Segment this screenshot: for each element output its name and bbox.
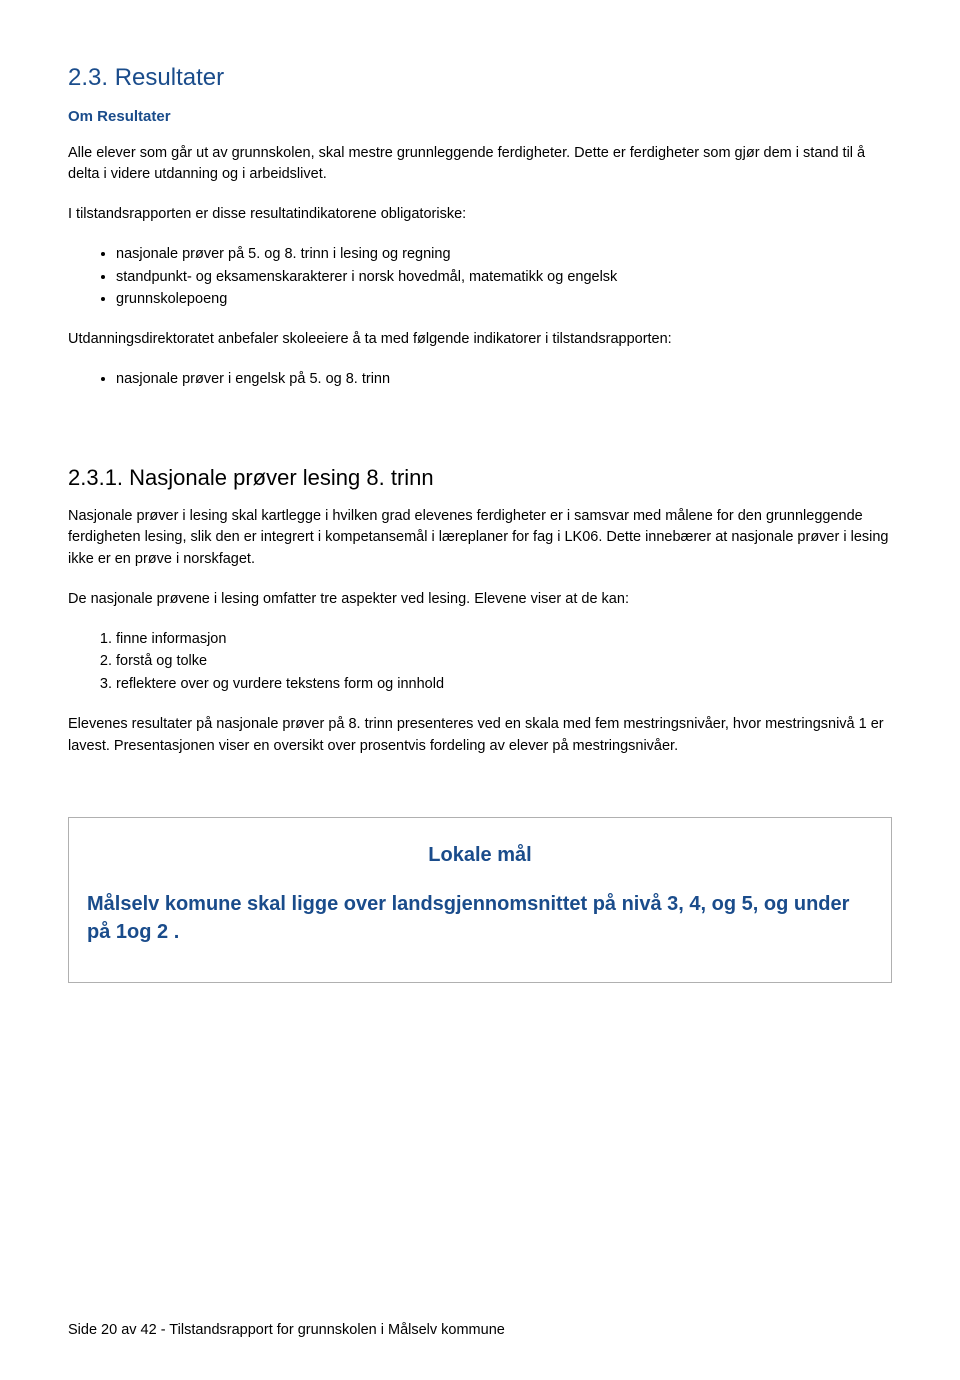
paragraph: Utdanningsdirektoratet anbefaler skoleei… [68, 329, 892, 351]
paragraph: Nasjonale prøver i lesing skal kartlegge… [68, 506, 892, 571]
paragraph: Alle elever som går ut av grunnskolen, s… [68, 143, 892, 187]
section-title: Resultater [115, 64, 224, 91]
paragraph: Elevenes resultater på nasjonale prøver … [68, 714, 892, 758]
list-item: grunnskolepoeng [116, 289, 892, 311]
subsection-heading: 2.3.1. Nasjonale prøver lesing 8. trinn [68, 461, 892, 494]
list-item: nasjonale prøver i engelsk på 5. og 8. t… [116, 369, 892, 391]
section-heading: 2.3. Resultater [68, 60, 892, 96]
numbered-list: finne informasjon forstå og tolke reflek… [68, 629, 892, 696]
list-item: reflektere over og vurdere tekstens form… [116, 674, 892, 696]
section-subhead: Om Resultater [68, 106, 892, 129]
goal-box-text: Målselv komune skal ligge over landsgjen… [87, 890, 873, 946]
list-item: forstå og tolke [116, 651, 892, 673]
paragraph: I tilstandsrapporten er disse resultatin… [68, 204, 892, 226]
list-item: standpunkt- og eksamenskarakterer i nors… [116, 267, 892, 289]
bullet-list: nasjonale prøver i engelsk på 5. og 8. t… [68, 369, 892, 391]
bullet-list: nasjonale prøver på 5. og 8. trinn i les… [68, 244, 892, 311]
list-item: finne informasjon [116, 629, 892, 651]
subsection-title: Nasjonale prøver lesing 8. trinn [129, 465, 433, 490]
list-item: nasjonale prøver på 5. og 8. trinn i les… [116, 244, 892, 266]
subsection-number: 2.3.1. [68, 465, 123, 490]
goal-box: Lokale mål Målselv komune skal ligge ove… [68, 817, 892, 983]
section-number: 2.3. [68, 64, 108, 91]
goal-box-title: Lokale mål [87, 840, 873, 870]
paragraph: De nasjonale prøvene i lesing omfatter t… [68, 589, 892, 611]
page-footer: Side 20 av 42 - Tilstandsrapport for gru… [68, 1320, 505, 1342]
